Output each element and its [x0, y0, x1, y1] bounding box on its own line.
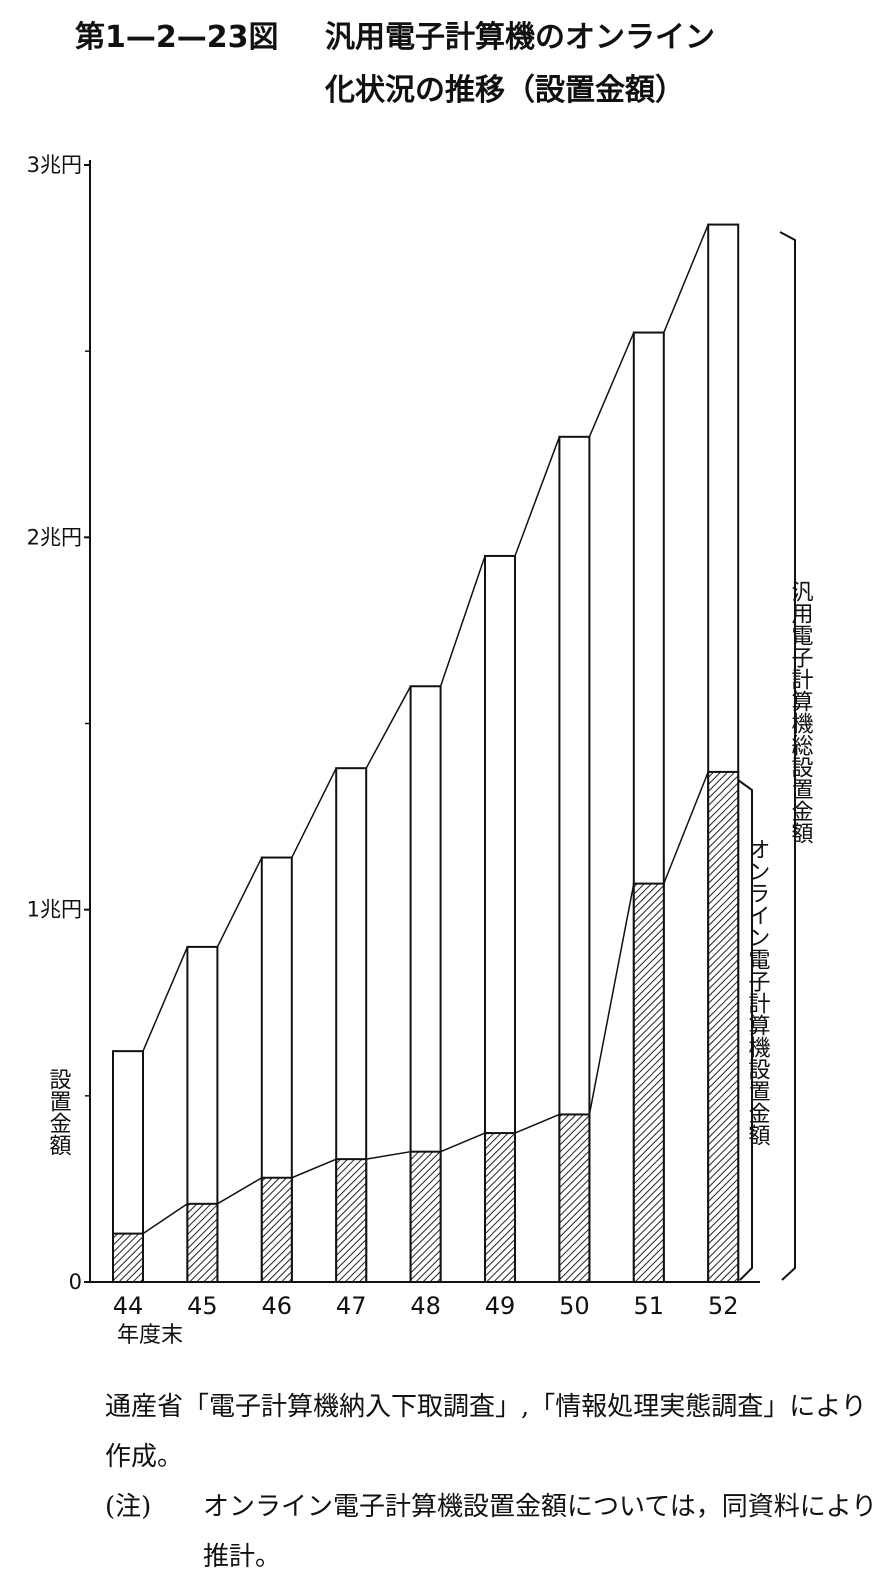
chart-title: 化状況の推移（設置金額） [324, 73, 685, 108]
x-tick-label: 50 [559, 1292, 590, 1320]
note: オンライン電子計算機設置金額については，同資料により推計。 [203, 1492, 878, 1572]
bar [632, 882, 665, 1283]
series-label: 汎用電子計算機総設置金額 [788, 580, 814, 844]
connector-line [291, 1158, 337, 1179]
x-axis-label: 年度末 [117, 1323, 183, 1348]
bar [409, 1150, 442, 1284]
chart: 第1—2—23図 汎用電子計算機のオンライン 化状況の推移（設置金額） 設置金額… [27, 20, 814, 1348]
source: 通産省「電子計算機納入下取調査」,「情報処理実態調査」により作成。 [105, 1392, 867, 1472]
x-tick-label: 47 [336, 1292, 367, 1320]
connector-line [142, 946, 189, 1052]
connector-line [514, 436, 561, 557]
bar [260, 1176, 293, 1284]
bar [112, 1232, 144, 1284]
figure-number: 第1—2—23図 [75, 20, 279, 55]
bar [186, 1202, 219, 1284]
note-label: (注) [105, 1492, 152, 1522]
bar [335, 1158, 368, 1284]
connector-line [216, 857, 263, 948]
x-tick-label: 44 [113, 1292, 144, 1320]
connector-line [439, 555, 486, 687]
x-tick-label: 49 [485, 1292, 516, 1320]
connector-line [142, 1203, 188, 1235]
y-tick-label: 1兆円 [27, 898, 82, 922]
connector-line [217, 1177, 263, 1205]
bracket [737, 779, 753, 1281]
connector-line [588, 883, 635, 1115]
x-tick-label: 48 [410, 1292, 441, 1320]
x-tick-label: 46 [262, 1292, 293, 1320]
x-tick-label: 51 [634, 1292, 665, 1320]
bar [707, 770, 740, 1283]
connector-line [663, 771, 709, 884]
y-tick-label: 2兆円 [27, 525, 82, 549]
connector-line [440, 1132, 486, 1153]
connector-line [366, 1150, 411, 1160]
x-tick-label: 52 [708, 1292, 739, 1320]
connector-line [588, 332, 635, 438]
y-tick-label: 0 [69, 1270, 82, 1294]
connector-line [291, 767, 337, 858]
bar [484, 1132, 516, 1283]
series-label: オンライン電子計算機設置金額 [745, 838, 771, 1146]
x-tick-label: 45 [187, 1292, 218, 1320]
bracket [779, 231, 796, 1281]
y-tick-label: 3兆円 [27, 153, 82, 177]
connector-line [663, 224, 709, 333]
bar [558, 1113, 591, 1283]
chart-title: 汎用電子計算機のオンライン [325, 20, 715, 55]
connector-line [365, 685, 412, 769]
connector-line [514, 1113, 560, 1134]
y-axis-label: 設置金額 [46, 1068, 72, 1156]
